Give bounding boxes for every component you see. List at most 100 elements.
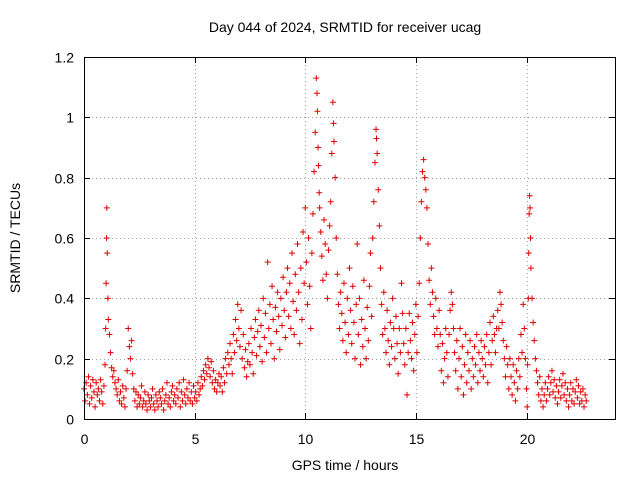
data-point [134,403,141,410]
data-point [360,277,367,284]
data-point [572,388,579,395]
data-point [155,403,162,410]
x-tick-label: 10 [298,431,314,447]
data-point [211,385,218,392]
data-point [334,271,341,278]
data-point [540,403,547,410]
data-point [307,325,314,332]
data-point [373,126,380,133]
data-point [259,358,266,365]
data-point [230,331,237,338]
data-point [113,385,120,392]
data-point [191,394,198,401]
data-point [139,403,146,410]
y-axis-label: SRMTID / TECUs [7,183,23,293]
data-point [352,355,359,362]
data-point [125,325,132,332]
y-tick-labels: 0 0.2 0.4 0.6 0.8 1 1.2 [55,50,75,428]
data-point [246,361,253,368]
data-point [115,376,122,383]
data-point [86,400,93,407]
data-point [285,313,292,320]
data-point [335,301,342,308]
data-point [373,135,380,142]
data-point [258,322,264,329]
data-point [496,289,503,296]
data-point [88,394,95,401]
data-point [470,373,477,380]
data-point [145,391,152,398]
data-point [439,340,446,347]
data-point [286,280,293,287]
data-point [123,385,130,392]
data-point [295,289,302,296]
data-point [538,385,545,392]
data-point [245,340,252,347]
data-point [582,391,589,398]
data-point [296,340,303,347]
data-point [114,391,121,398]
data-point [395,370,402,377]
data-point [95,385,102,392]
data-point [136,400,143,407]
data-point [272,304,279,311]
data-point [232,316,239,323]
data-point [418,198,425,205]
data-point [200,367,207,374]
data-point [387,319,394,326]
data-point [364,304,371,311]
data-point [344,295,351,302]
data-point [338,310,345,317]
y-tick-label: 0.8 [55,171,75,187]
data-point [504,361,511,368]
data-point [270,316,277,323]
data-point [450,325,457,332]
data-point [127,355,134,362]
data-point [560,370,567,377]
data-point [261,334,268,341]
data-point [579,385,586,392]
data-point [142,400,149,407]
x-tick-label: 20 [520,431,536,447]
data-point [371,159,378,166]
data-point [481,343,488,350]
data-point [116,397,123,404]
data-point [208,358,215,365]
data-point [82,397,89,404]
data-point [212,376,219,383]
data-point [513,367,520,374]
data-point [236,343,243,350]
data-point [298,316,305,323]
data-point [176,379,183,386]
data-point [495,325,502,332]
data-point [368,313,375,320]
data-point [179,397,186,404]
data-point [181,391,188,398]
data-point [199,382,206,389]
data-point [281,307,288,314]
data-point [135,391,142,398]
data-point [551,376,558,383]
data-point [309,210,316,217]
data-point [377,265,384,272]
data-point [346,265,353,272]
data-point [166,394,173,401]
data-point [315,144,322,151]
y-tick-label: 1 [66,110,74,126]
data-point [271,355,278,362]
y-tick-label: 0 [66,412,74,428]
data-point [167,403,174,410]
data-point [488,361,495,368]
data-point [354,241,361,248]
data-point [563,397,570,404]
data-point [288,250,295,257]
data-point [170,397,177,404]
data-point [561,391,568,398]
data-point [204,355,211,362]
data-point [547,379,554,386]
data-point [162,391,169,398]
data-point [187,397,194,404]
data-point [461,361,468,368]
data-point [430,313,437,320]
data-point [192,388,199,395]
